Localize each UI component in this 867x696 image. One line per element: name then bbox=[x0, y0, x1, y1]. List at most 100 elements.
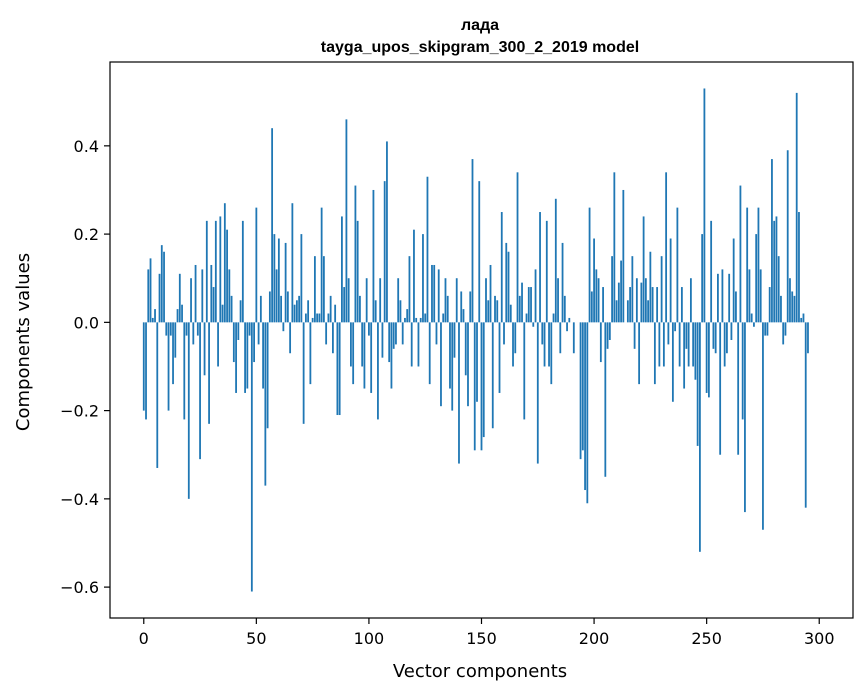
bar bbox=[334, 304, 337, 323]
bar bbox=[482, 322, 485, 438]
bar bbox=[766, 322, 769, 336]
bar bbox=[705, 322, 708, 393]
x-tick-label: 0 bbox=[139, 629, 149, 648]
bar bbox=[748, 269, 751, 323]
bar bbox=[710, 220, 713, 323]
bar bbox=[352, 322, 355, 385]
bar bbox=[262, 322, 264, 389]
bar bbox=[435, 322, 438, 345]
bar bbox=[160, 245, 163, 323]
bar bbox=[286, 291, 289, 323]
bar bbox=[244, 322, 246, 393]
bar bbox=[241, 220, 244, 323]
bar bbox=[395, 322, 397, 345]
y-tick-label: −0.2 bbox=[60, 402, 99, 421]
bar bbox=[217, 322, 219, 367]
bar bbox=[145, 322, 147, 420]
bar bbox=[390, 322, 393, 389]
bar bbox=[527, 287, 530, 323]
bar bbox=[746, 207, 749, 323]
bar bbox=[320, 207, 323, 323]
bar bbox=[392, 322, 395, 349]
bar bbox=[298, 295, 301, 323]
bar bbox=[228, 269, 231, 323]
bar bbox=[476, 322, 478, 402]
bar bbox=[203, 322, 206, 376]
bar bbox=[300, 234, 303, 323]
bar bbox=[266, 322, 269, 429]
bar bbox=[676, 207, 679, 323]
bar bbox=[302, 322, 305, 424]
bar bbox=[550, 322, 553, 385]
bar bbox=[563, 295, 566, 323]
bar bbox=[730, 322, 733, 340]
bar bbox=[584, 322, 586, 491]
bar bbox=[172, 322, 174, 385]
bar bbox=[368, 322, 370, 336]
bar bbox=[181, 304, 183, 323]
x-tick-label: 50 bbox=[246, 629, 266, 648]
bar bbox=[437, 269, 440, 323]
bar bbox=[455, 278, 458, 323]
bar bbox=[431, 264, 433, 323]
y-axis-ticks: −0.6 −0.4 −0.2 0.0 0.2 0.4 bbox=[60, 137, 110, 597]
bar bbox=[322, 256, 325, 323]
bar bbox=[712, 322, 715, 349]
bar bbox=[372, 189, 375, 323]
bar bbox=[793, 295, 796, 323]
bar bbox=[257, 322, 260, 345]
y-tick-label: −0.4 bbox=[60, 490, 99, 509]
bar bbox=[572, 322, 575, 354]
bar bbox=[232, 322, 235, 363]
bar bbox=[311, 317, 314, 323]
bar bbox=[687, 322, 690, 367]
bar bbox=[250, 322, 253, 592]
bar bbox=[741, 322, 744, 420]
bar bbox=[440, 322, 442, 407]
bar bbox=[518, 295, 521, 323]
x-tick-label: 300 bbox=[804, 629, 835, 648]
bar bbox=[235, 322, 237, 393]
bar bbox=[660, 256, 663, 323]
bar bbox=[699, 322, 701, 552]
bar bbox=[336, 322, 339, 416]
bar bbox=[701, 234, 704, 323]
bar bbox=[208, 322, 210, 424]
bar bbox=[723, 322, 726, 367]
bar bbox=[768, 287, 771, 323]
bar bbox=[259, 295, 262, 323]
bar bbox=[399, 300, 402, 323]
bar bbox=[505, 242, 508, 323]
bar bbox=[739, 185, 742, 323]
bar bbox=[662, 322, 665, 367]
bar bbox=[548, 322, 550, 367]
bar bbox=[541, 322, 544, 345]
bar bbox=[703, 88, 706, 323]
y-tick-label: −0.6 bbox=[60, 578, 99, 597]
bar bbox=[316, 313, 319, 323]
bar bbox=[444, 278, 447, 323]
bar bbox=[732, 238, 735, 323]
bar bbox=[658, 322, 661, 367]
bar bbox=[807, 322, 809, 354]
bar bbox=[680, 287, 683, 323]
bar bbox=[536, 322, 539, 464]
bar bbox=[275, 269, 278, 323]
bar bbox=[433, 264, 436, 323]
bar bbox=[408, 256, 411, 323]
bar bbox=[757, 207, 760, 323]
bar bbox=[525, 313, 528, 323]
bar bbox=[255, 207, 258, 323]
bar bbox=[293, 304, 296, 323]
bar bbox=[802, 313, 805, 323]
bar bbox=[615, 300, 618, 323]
bar bbox=[750, 313, 753, 323]
bar bbox=[539, 212, 541, 323]
bar bbox=[381, 322, 384, 358]
bar bbox=[608, 322, 611, 340]
bar bbox=[726, 322, 728, 354]
bar bbox=[764, 322, 767, 336]
bar bbox=[332, 322, 334, 354]
bar bbox=[566, 322, 568, 332]
